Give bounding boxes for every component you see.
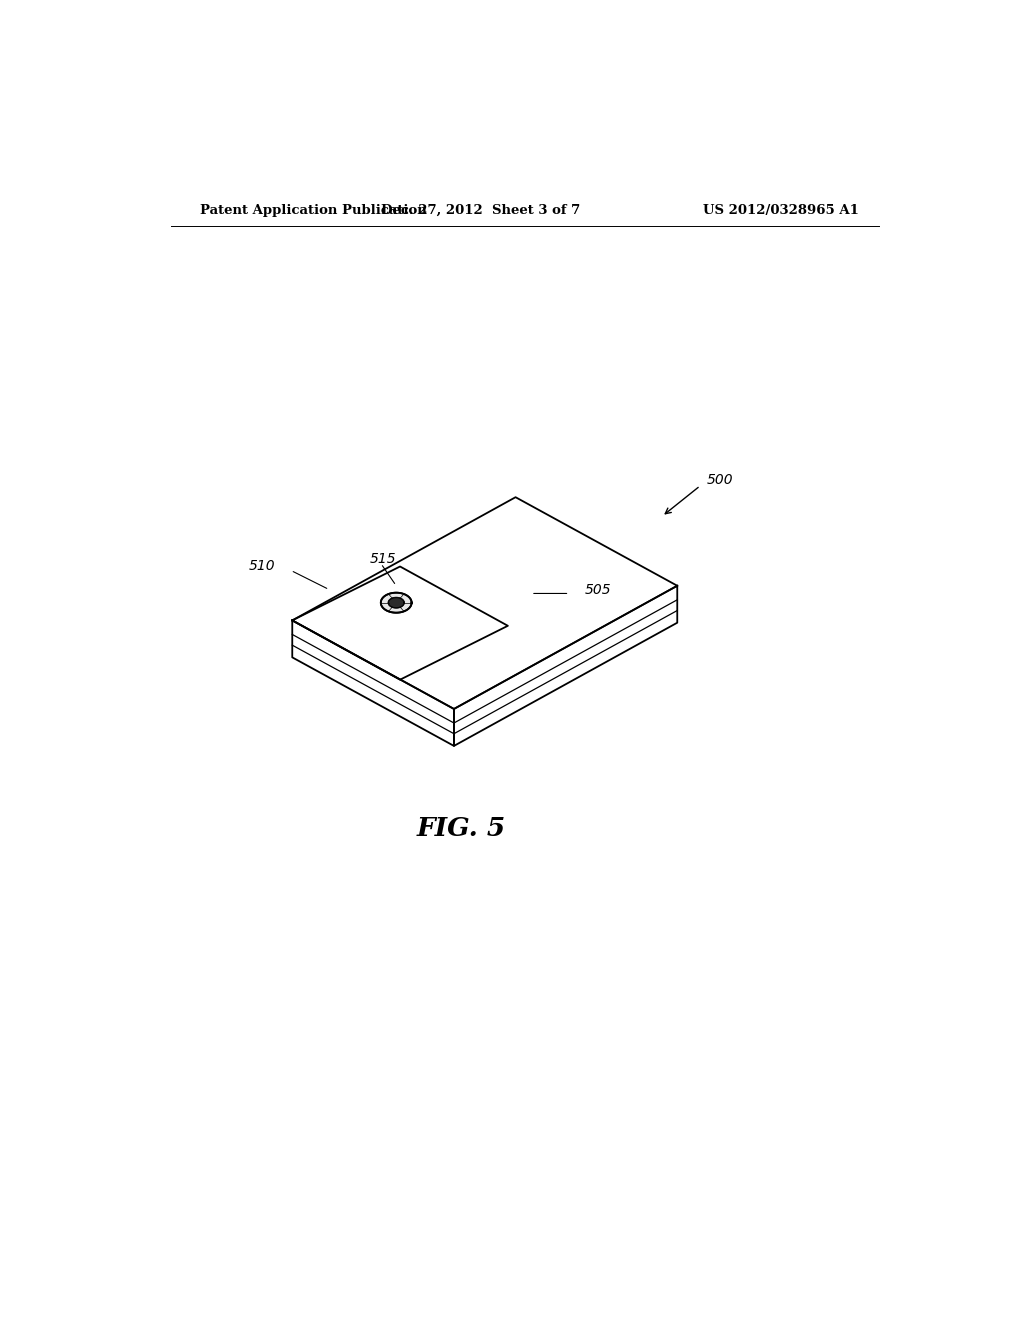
Text: 510: 510 bbox=[249, 560, 275, 573]
Text: 500: 500 bbox=[707, 474, 733, 487]
Polygon shape bbox=[381, 593, 412, 612]
Polygon shape bbox=[388, 598, 403, 607]
Text: US 2012/0328965 A1: US 2012/0328965 A1 bbox=[703, 205, 859, 218]
Text: 515: 515 bbox=[370, 552, 396, 566]
Text: Patent Application Publication: Patent Application Publication bbox=[200, 205, 427, 218]
Text: FIG. 5: FIG. 5 bbox=[417, 816, 506, 841]
Text: Dec. 27, 2012  Sheet 3 of 7: Dec. 27, 2012 Sheet 3 of 7 bbox=[381, 205, 581, 218]
Text: 505: 505 bbox=[585, 582, 611, 597]
